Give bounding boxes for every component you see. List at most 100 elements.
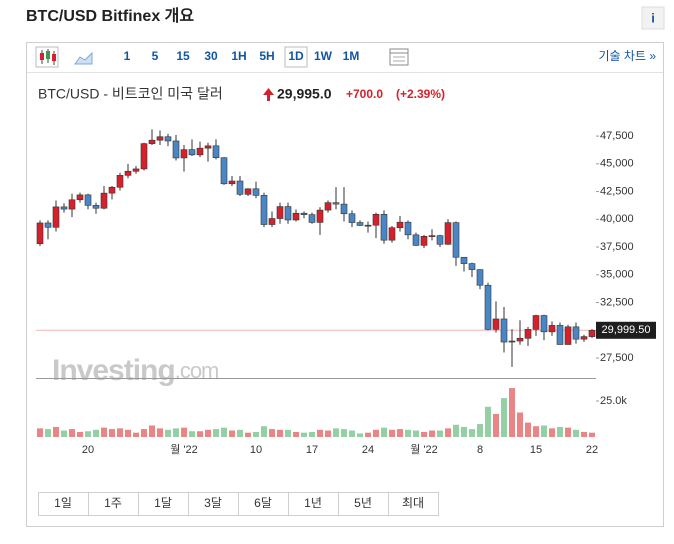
volume-bar xyxy=(197,431,203,437)
volume-bar xyxy=(573,429,579,437)
volume-bar xyxy=(117,428,123,437)
volume-bar xyxy=(261,426,267,437)
interval-button[interactable]: 1M xyxy=(343,49,360,63)
volume-bar xyxy=(501,398,507,437)
interval-button[interactable]: 5 xyxy=(152,49,159,63)
candle-body xyxy=(76,194,84,201)
range-label[interactable]: 1주 xyxy=(104,496,122,510)
volume-bar xyxy=(85,431,91,437)
candle-icon[interactable] xyxy=(35,46,59,68)
volume-bar xyxy=(141,429,147,437)
interval-button[interactable]: 30 xyxy=(204,49,218,63)
volume-bar xyxy=(53,426,59,437)
range-label[interactable]: 1년 xyxy=(304,496,322,510)
candle-body xyxy=(268,218,276,225)
candle-body xyxy=(292,212,300,221)
volume-bar xyxy=(165,429,171,437)
range-label[interactable]: 1달 xyxy=(154,496,172,510)
volume-bar xyxy=(125,429,131,437)
range-button[interactable] xyxy=(388,492,439,516)
volume-bar xyxy=(469,429,475,437)
volume-bar xyxy=(213,429,219,437)
range-label[interactable]: 1일 xyxy=(54,496,72,510)
volume-bar xyxy=(557,426,563,437)
quote-change-pct: (+2.39%) xyxy=(396,87,445,101)
candle-body xyxy=(52,206,60,228)
range-label[interactable]: 최대 xyxy=(402,496,424,510)
volume-bar xyxy=(461,426,467,437)
interval-button[interactable]: 1D xyxy=(288,49,304,63)
volume-bar xyxy=(293,431,299,437)
volume-bar xyxy=(333,428,339,437)
candle-body xyxy=(148,139,156,144)
watermark-suffix: .com xyxy=(175,358,219,383)
volume-bar xyxy=(149,425,155,437)
x-tick-label: 22 xyxy=(586,444,598,456)
candle-body xyxy=(60,206,68,210)
y-tick-label: 27,500 xyxy=(600,352,634,364)
candle-body xyxy=(492,318,500,330)
interval-button[interactable]: 1 xyxy=(124,49,131,63)
candle-body xyxy=(124,170,132,176)
area-icon[interactable] xyxy=(74,51,93,65)
last-price-label: 29,999.50 xyxy=(602,324,651,336)
volume-bar xyxy=(541,425,547,437)
volume-bar xyxy=(189,431,195,437)
volume-bar xyxy=(509,388,515,437)
interval-button[interactable]: 1H xyxy=(231,49,246,63)
volume-bar xyxy=(381,427,387,437)
x-tick-label: 17 xyxy=(306,444,318,456)
info-button[interactable] xyxy=(641,6,665,30)
candle-body xyxy=(540,315,548,333)
y-tick-label: 47,500 xyxy=(600,130,634,142)
candle-body xyxy=(388,227,396,241)
technical-chart-link[interactable]: 기술 차트 » xyxy=(598,49,656,63)
volume-bar xyxy=(341,429,347,437)
candle-body xyxy=(180,149,188,159)
volume-bar xyxy=(589,432,595,437)
range-label[interactable]: 3달 xyxy=(204,496,222,510)
volume-bar xyxy=(253,431,259,437)
candle-body xyxy=(372,214,380,226)
candle-body xyxy=(428,235,436,237)
candle-body xyxy=(252,188,260,196)
candle-body xyxy=(548,325,556,333)
candle-body xyxy=(380,214,388,241)
candle-body xyxy=(356,222,364,226)
range-label[interactable]: 5년 xyxy=(354,496,372,510)
candle-body xyxy=(516,337,524,342)
volume-bar xyxy=(109,429,115,437)
volume-bar xyxy=(101,427,107,437)
range-label[interactable]: 6달 xyxy=(254,496,272,510)
volume-bar xyxy=(69,429,75,437)
volume-bar xyxy=(437,430,443,437)
candle-body xyxy=(420,235,428,246)
volume-bar xyxy=(237,429,243,437)
candle-body xyxy=(108,186,116,194)
quote-name: BTC/USD - 비트코인 미국 달러 xyxy=(38,86,223,102)
candle-body xyxy=(300,212,308,215)
candle-body xyxy=(532,315,540,330)
volume-bar xyxy=(37,428,43,437)
candle-body xyxy=(284,206,292,221)
interval-button[interactable]: 15 xyxy=(176,49,190,63)
info-icon[interactable]: i xyxy=(651,10,655,25)
volume-bar xyxy=(157,428,163,437)
interval-button[interactable]: 1W xyxy=(314,49,333,63)
volume-bar xyxy=(565,427,571,437)
candle-body xyxy=(580,336,588,340)
candle-body xyxy=(436,235,444,245)
y-tick-label: 37,500 xyxy=(600,241,634,253)
interval-button[interactable]: 5H xyxy=(259,49,274,63)
volume-tick-label: 25.0k xyxy=(600,395,627,407)
x-tick-label: 10 xyxy=(250,444,262,456)
candle-body xyxy=(140,143,148,170)
volume-bar xyxy=(349,430,355,437)
volume-bar xyxy=(453,424,459,437)
candle-body xyxy=(188,149,196,156)
candle-body xyxy=(228,180,236,185)
table-icon[interactable] xyxy=(389,48,409,66)
volume-bar xyxy=(533,426,539,437)
volume-bar xyxy=(133,432,139,437)
